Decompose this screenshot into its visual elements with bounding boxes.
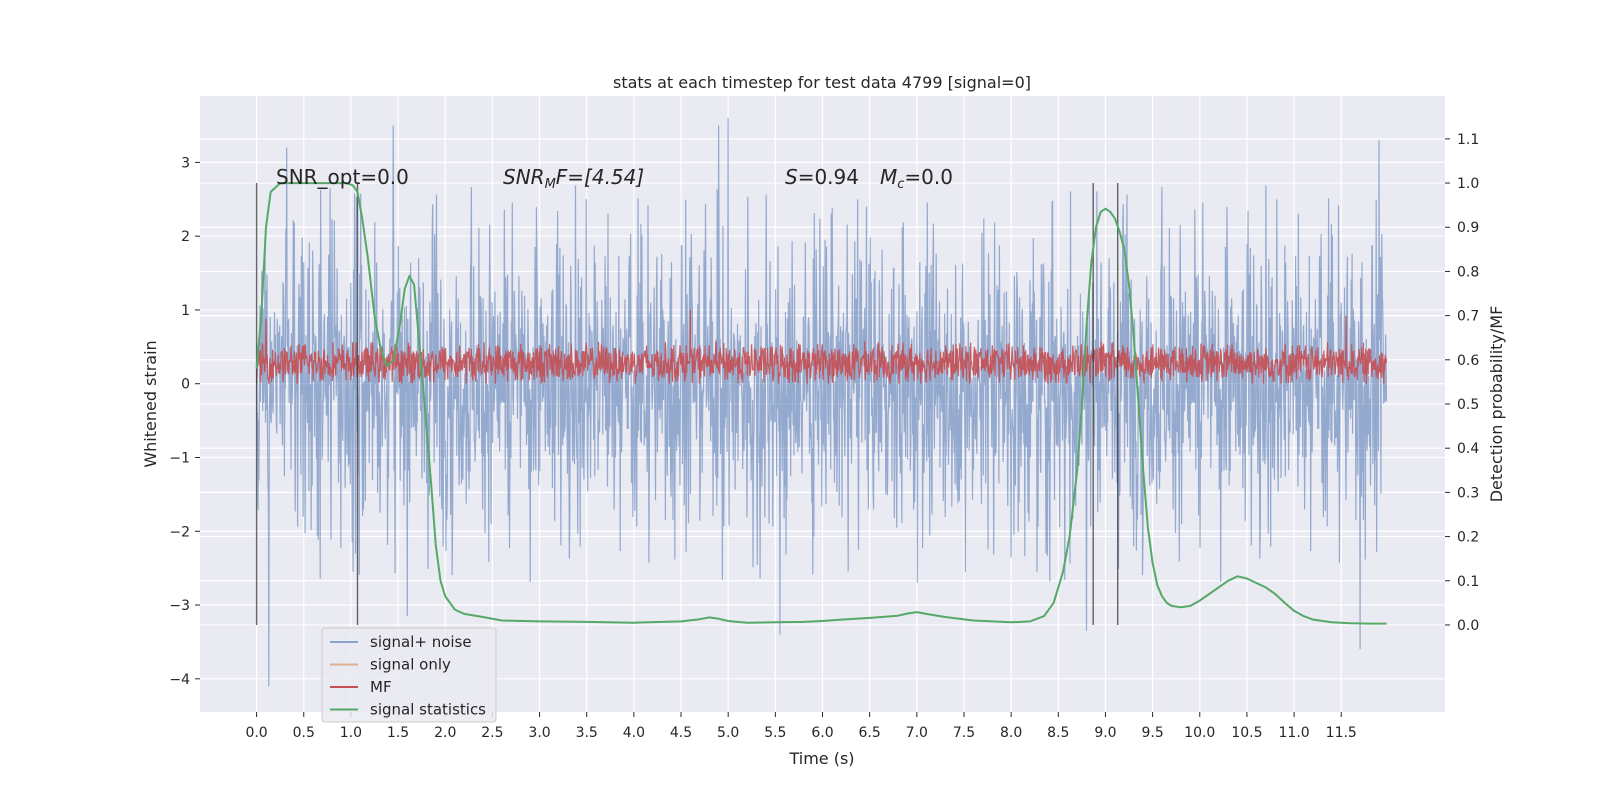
x-tick-label: 7.0 [906,725,928,741]
y2-tick-label: 1.1 [1457,132,1479,148]
annotation-snr-opt: SNR_opt=0.0 [276,165,409,189]
y-tick-label: −1 [169,450,190,466]
y-tick-label: −3 [169,598,190,614]
legend-label: MF [370,678,392,696]
annotation-s: S=0.94 [785,165,859,189]
snr-mf-symbol: SNR [503,165,545,189]
y2-tick-label: 0.6 [1457,353,1479,369]
mc-symbol: M [880,165,897,189]
annotation-mc: Mc=0.0 [880,165,953,192]
chart-title: stats at each timestep for test data 479… [613,73,1031,92]
x-tick-label: 11.0 [1279,725,1310,741]
legend-label: signal only [370,656,451,674]
axes: 0.0 0.5 1.0 1.5 2.0 2.5 3.0 3.5 4.0 4.5 5.0 5.5 6.0 6… [169,132,1479,741]
x-tick-label: 3.0 [528,725,550,741]
y2-tick-label: 0.1 [1457,574,1479,590]
x-tick-label: 6.5 [859,725,881,741]
s-symbol: S [785,165,798,189]
x-tick-label: 7.5 [953,725,975,741]
y-tick-label: 1 [181,303,190,319]
y-tick-label: 0 [181,377,190,393]
x-tick-label: 0.5 [293,725,315,741]
x-tick-label: 3.5 [576,725,598,741]
x-tick-label: 10.0 [1184,725,1215,741]
annotation-snr-mf: SNRMF=[4.54] [503,165,644,192]
x-tick-label: 8.5 [1047,725,1069,741]
series-signal-noise-line [256,118,1388,687]
mc-value: =0.0 [904,165,953,189]
legend-label: signal statistics [370,701,486,719]
x-tick-label: 2.5 [481,725,503,741]
x-tick-label: 2.0 [434,725,456,741]
x-tick-label: 10.5 [1231,725,1262,741]
y2-tick-label: 0.7 [1457,309,1479,325]
y-axis-title: Whitened strain [141,340,160,467]
y2-tick-label: 1.0 [1457,176,1479,192]
x-tick-label: 6.0 [811,725,833,741]
x-tick-label: 8.0 [1000,725,1022,741]
series-mf-line [256,309,1388,384]
x-tick-label: 4.5 [670,725,692,741]
grid [200,96,1445,712]
y-tick-label: −2 [169,524,190,540]
x-tick-label: 9.0 [1094,725,1116,741]
x-tick-label: 11.5 [1326,725,1357,741]
x-axis-title: Time (s) [788,749,854,768]
s-value: =0.94 [798,165,859,189]
legend-box [321,627,497,723]
x-tick-label: 1.0 [340,725,362,741]
y2-tick-label: 0.4 [1457,441,1479,457]
x-tick-label: 0.0 [245,725,267,741]
y2-tick-label: 0.8 [1457,264,1479,280]
x-tick-label: 9.5 [1141,725,1163,741]
series-signal-statistics-line [255,182,1387,625]
y-tick-label: −4 [169,672,190,688]
y2-tick-label: 0.0 [1457,618,1479,634]
x-tick-label: 5.0 [717,725,739,741]
mc-subscript: c [897,177,904,192]
y2-axis-title: Detection probability/MF [1487,306,1506,503]
y2-tick-label: 0.2 [1457,530,1479,546]
snr-mf-value: F=[4.54] [556,165,644,189]
x-tick-label: 5.5 [764,725,786,741]
y2-tick-label: 0.5 [1457,397,1479,413]
legend-label: signal+ noise [370,633,472,651]
y2-tick-label: 0.3 [1457,485,1479,501]
y2-tick-label: 0.9 [1457,220,1479,236]
y-tick-label: 2 [181,229,190,245]
plot-area [255,118,1388,687]
x-tick-label: 4.0 [623,725,645,741]
snr-mf-subscript: M [545,177,556,192]
legend: signal+ noise signal only MF signal statist… [321,627,497,723]
y-tick-label: 3 [181,155,190,171]
x-tick-label: 1.5 [387,725,409,741]
